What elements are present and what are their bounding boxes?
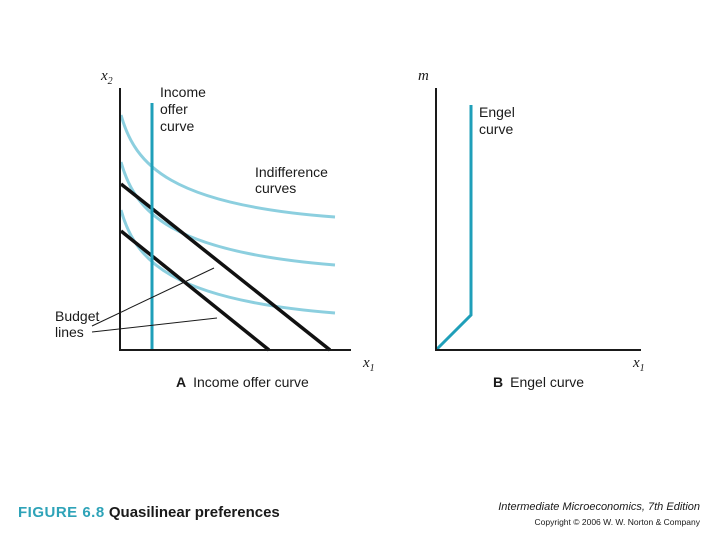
panel-b-y-axis-label: m	[418, 68, 429, 84]
panel-b: m x1 Engel curve B Engel curve	[418, 68, 645, 390]
budget-line-outer	[119, 182, 332, 352]
figure-title: Quasilinear preferences	[108, 504, 280, 521]
panel-a: x2 x1 Income offer curve Indifference cu…	[55, 68, 375, 390]
book-title: Intermediate Microeconomics, 7th Edition	[498, 501, 700, 513]
income-offer-curve-label: Income offer curve	[160, 84, 210, 134]
book-credit: Intermediate Microeconomics, 7th Edition…	[498, 500, 700, 530]
indifference-curve-1	[119, 114, 336, 219]
engel-curve	[434, 105, 473, 352]
panel-a-title: A Income offer curve	[176, 374, 309, 390]
panel-b-title: B Engel curve	[493, 374, 584, 390]
panel-b-x-axis-label: x1	[632, 355, 645, 374]
indifference-curves-label: Indifference curves	[255, 164, 332, 196]
indifference-curve-2	[119, 161, 336, 267]
engel-curve-label: Engel curve	[479, 104, 519, 137]
budget-line-inner	[119, 229, 271, 352]
panel-a-y-axis-label: x2	[100, 68, 113, 87]
panel-a-x-axis-label: x1	[362, 355, 375, 374]
budget-pointer-1	[91, 267, 215, 327]
budget-pointer-2	[91, 317, 218, 333]
figure-caption: FIGURE 6.8 Quasilinear preferences	[18, 504, 280, 521]
figure-number: FIGURE 6.8	[18, 504, 105, 521]
budget-lines-label: Budget lines	[55, 308, 103, 340]
copyright-notice: Copyright © 2006 W. W. Norton & Company	[534, 517, 700, 527]
